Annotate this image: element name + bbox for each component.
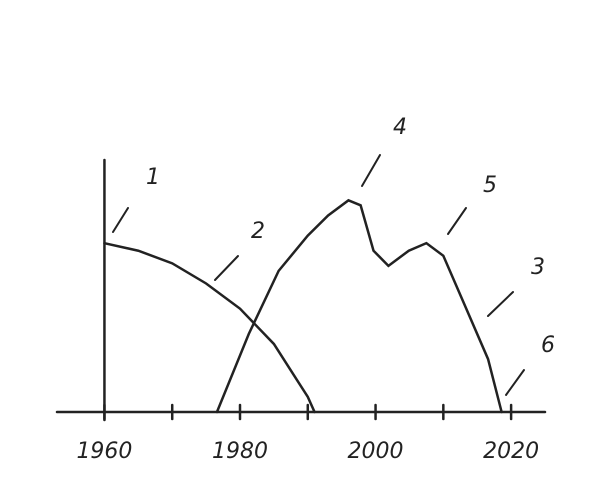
line <box>103 241 316 414</box>
x-tick-label: 1960 <box>76 439 132 464</box>
x-tick-label: 1980 <box>212 439 268 464</box>
line <box>215 198 503 414</box>
callout-line <box>112 207 129 233</box>
x-tick-label: 2020 <box>483 439 539 464</box>
annotation: 4 <box>393 115 407 140</box>
callout-line <box>447 207 467 235</box>
annotation: 3 <box>531 255 545 280</box>
annotation: 6 <box>541 333 555 358</box>
annotation: 2 <box>251 219 265 244</box>
x-tick-label: 2000 <box>348 439 404 464</box>
callout-line <box>505 369 525 396</box>
annotation: 1 <box>146 165 160 190</box>
callout-line <box>214 255 239 281</box>
callout-line <box>487 291 514 317</box>
annotation: 5 <box>483 173 497 198</box>
callout-line <box>361 154 381 187</box>
